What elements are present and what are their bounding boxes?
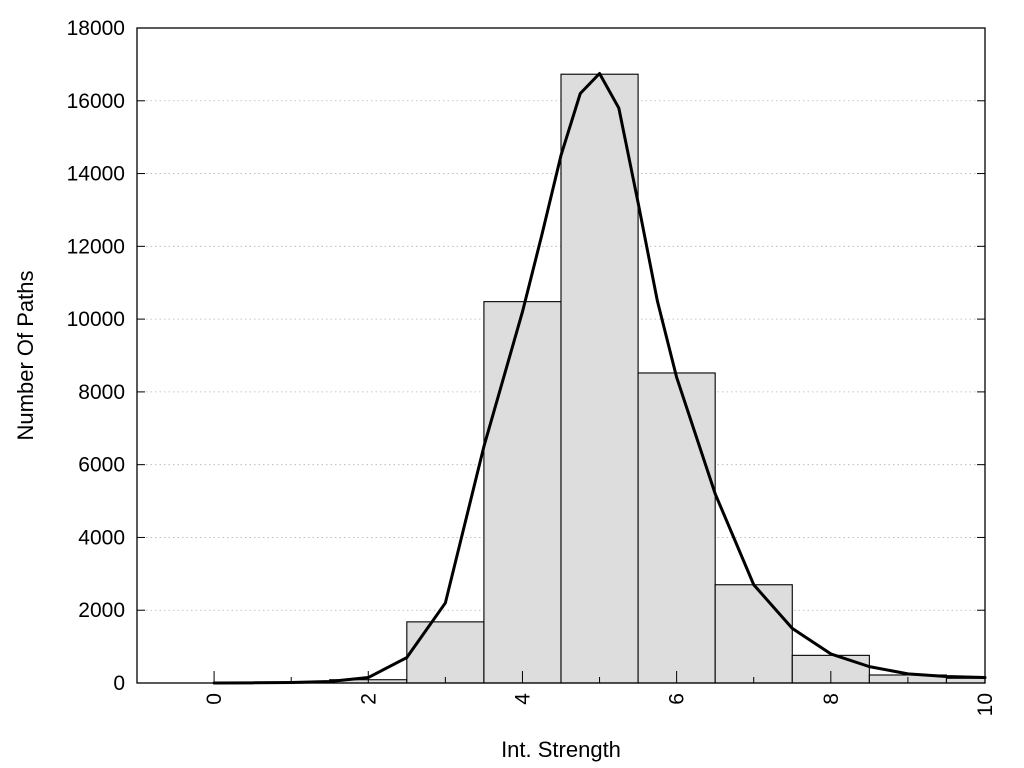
tick-labels: 0 2000 4000 6000 8000 10000 12000 14000 16000 180…: [67, 17, 997, 716]
bar-7: [714, 584, 793, 684]
y-tick-label-2000: 2000: [78, 599, 125, 622]
bar-5: [560, 73, 639, 684]
x-tick-label-8: 8: [820, 693, 843, 705]
y-tick-label-10000: 10000: [67, 308, 125, 331]
x-tick-label-0: 0: [203, 693, 226, 705]
bar-6: [637, 372, 716, 684]
x-tick-label-6: 6: [666, 693, 689, 705]
x-tick-label-2: 2: [357, 693, 380, 705]
plot-frame: [136, 27, 986, 684]
y-tick-label-18000: 18000: [67, 17, 125, 40]
y-tick-label-14000: 14000: [67, 163, 125, 186]
x-tick-label-10: 10: [974, 693, 997, 716]
histogram-bars: [252, 73, 986, 684]
axis-ticks: [137, 27, 986, 684]
y-tick-label-12000: 12000: [67, 235, 125, 258]
y-axis-title: Number Of Paths: [13, 271, 38, 441]
x-axis-title: Int. Strength: [501, 737, 621, 762]
y-tick-label-4000: 4000: [78, 526, 125, 549]
y-tick-label-0: 0: [113, 672, 125, 695]
bar-10: [945, 677, 986, 684]
y-tick-label-6000: 6000: [78, 454, 125, 477]
bar-3: [406, 621, 485, 684]
x-tick-label-4: 4: [511, 693, 534, 705]
y-tick-label-8000: 8000: [78, 381, 125, 404]
y-tick-label-16000: 16000: [67, 90, 125, 113]
bar-4: [483, 301, 562, 684]
